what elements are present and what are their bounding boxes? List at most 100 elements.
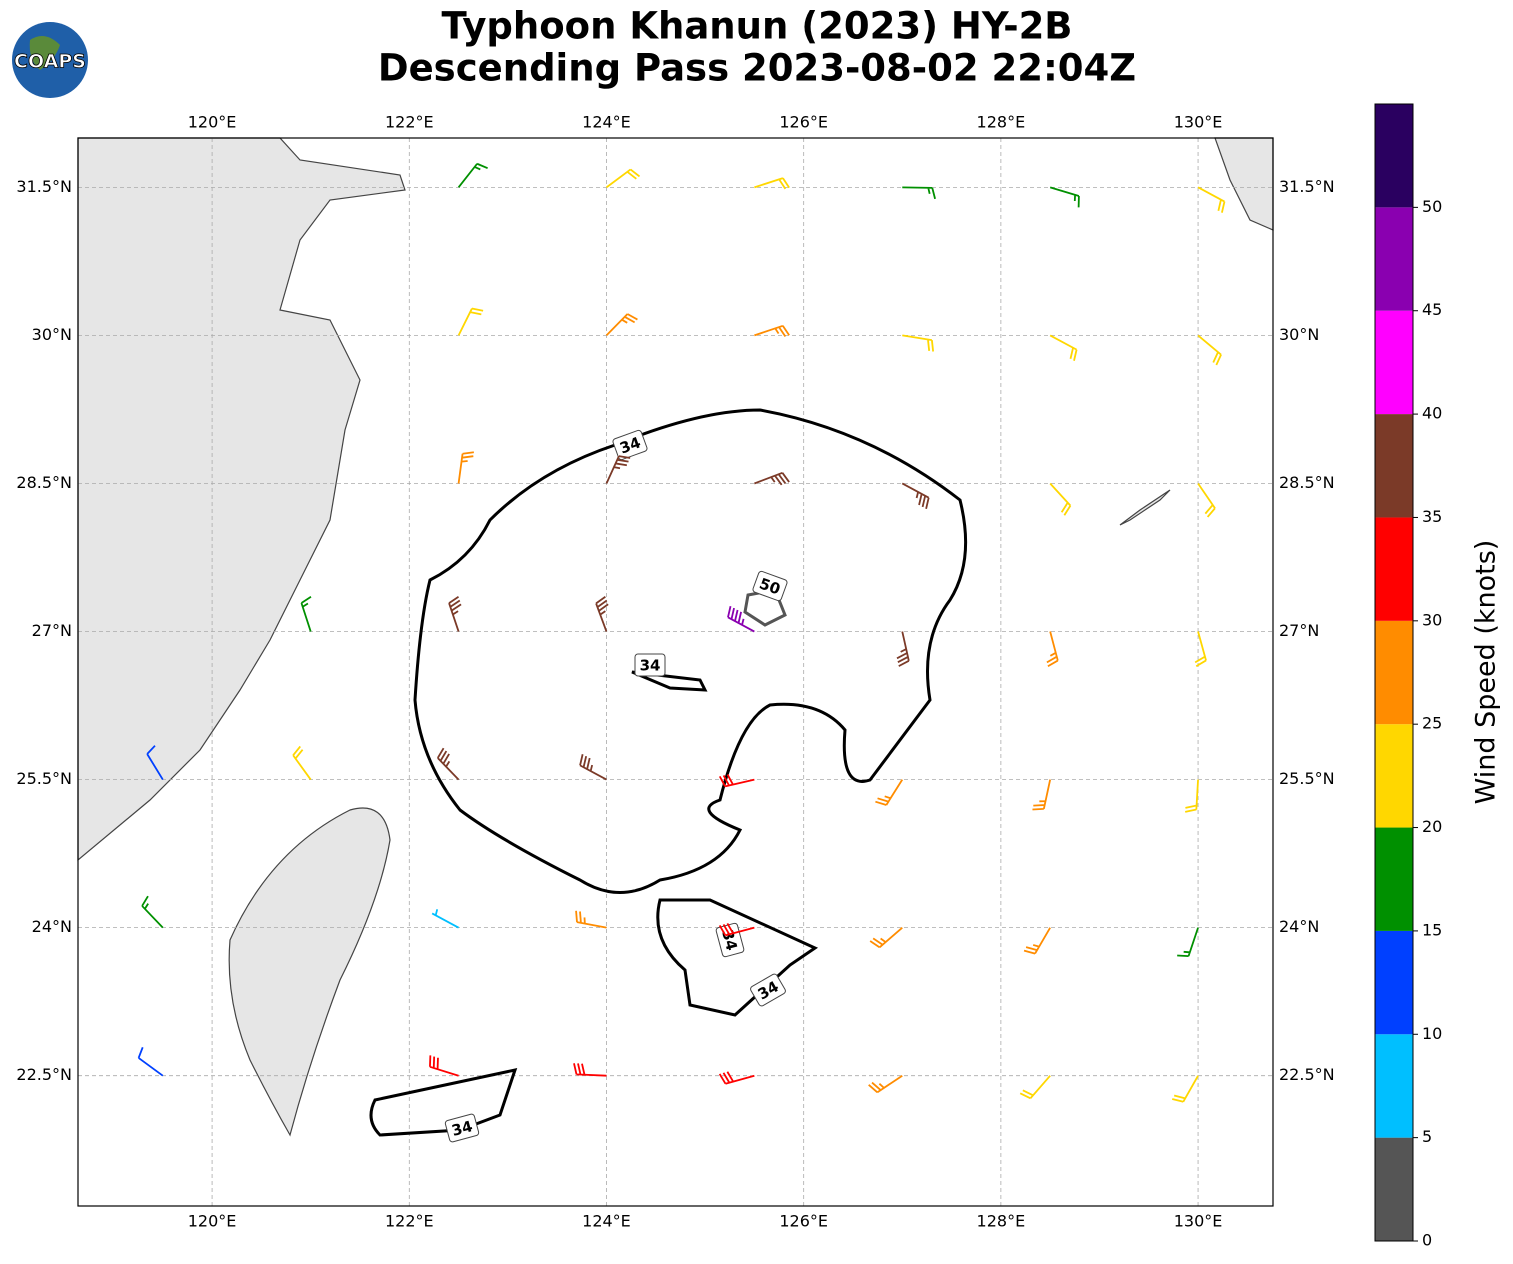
x-tick-label: 124°E	[582, 113, 631, 132]
y-tick-label: 22.5°N	[1279, 1065, 1335, 1084]
wind-barb	[1197, 482, 1216, 518]
wind-barb	[429, 1055, 459, 1077]
contour-label-text: 34	[640, 657, 661, 675]
y-tick-label: 27°N	[32, 621, 72, 640]
y-tick-label: 28.5°N	[16, 473, 72, 492]
wind-barb	[457, 162, 488, 188]
wind-barb	[579, 754, 607, 781]
x-tick-label: 130°E	[1174, 1212, 1223, 1231]
y-tick-label: 28.5°N	[1279, 473, 1335, 492]
wind-barb	[754, 471, 790, 486]
wind-barb	[300, 595, 312, 632]
logo-text: COAPS	[14, 51, 86, 73]
wind-barb	[1177, 927, 1199, 958]
contour-label-text: 34	[450, 1117, 475, 1140]
colorbar-segment	[1375, 517, 1413, 621]
colorbar-segment	[1375, 930, 1413, 1035]
contour-label-box	[750, 973, 786, 1007]
wind-barb	[1197, 186, 1226, 213]
colorbar-frame	[1374, 103, 1414, 1242]
x-tick-label: 122°E	[385, 113, 434, 132]
wind-barb	[869, 926, 903, 949]
contour-label-box	[444, 1113, 480, 1143]
wind-barb	[573, 1063, 607, 1077]
contour-label-box	[752, 570, 788, 602]
y-tick-label: 24°N	[32, 917, 72, 936]
wind-barb	[1032, 779, 1052, 811]
colorbar-segment	[1375, 620, 1413, 725]
x-tick-label: 120°E	[188, 113, 237, 132]
wind-barb	[1197, 334, 1222, 366]
wind-barb	[754, 324, 790, 338]
wind-barb	[595, 596, 609, 632]
colorbar-tick-label: 5	[1422, 1127, 1432, 1146]
contour-label-box	[634, 653, 666, 677]
colorbar-tick-label: 0	[1422, 1231, 1432, 1250]
y-tick-label: 30°N	[1279, 325, 1319, 344]
contour-34	[413, 408, 968, 894]
chart-subtitle: Descending Pass 2023-08-02 22:04Z	[378, 47, 1136, 90]
colorbar-segment	[1375, 104, 1413, 208]
logo: COAPS	[12, 22, 88, 98]
colorbar-label: Wind Speed (knots)	[1471, 540, 1502, 805]
y-tick-label: 27°N	[1279, 621, 1319, 640]
wind-barb	[605, 455, 631, 484]
x-tick-label: 128°E	[977, 113, 1026, 132]
wind-barb	[605, 168, 641, 189]
contour-label: 50	[752, 570, 788, 602]
wind-barb	[1171, 1075, 1199, 1103]
y-tick-label: 31.5°N	[1279, 177, 1335, 196]
colorbar-tick-label: 25	[1422, 714, 1442, 733]
wind-barb	[1049, 482, 1072, 516]
okinawa	[1119, 489, 1171, 526]
wind-barb	[727, 605, 755, 633]
colorbar-segment	[1375, 207, 1413, 311]
wind-barb	[718, 1071, 755, 1085]
wind-barb	[448, 595, 462, 632]
taiwan	[228, 807, 391, 1137]
contour-label-box	[612, 429, 648, 461]
colorbar-tick-label: 15	[1422, 920, 1442, 939]
wind-barb	[875, 779, 904, 806]
wind-barb	[137, 1046, 164, 1077]
wind-barb	[436, 747, 460, 781]
y-tick-label: 25.5°N	[16, 769, 72, 788]
wind-barb	[718, 774, 755, 788]
x-tick-label: 124°E	[582, 1212, 631, 1231]
colorbar-tick-label: 10	[1422, 1024, 1442, 1043]
wind-barb	[901, 482, 930, 510]
colorbar-tick-label: 35	[1422, 507, 1442, 526]
x-tick-label: 126°E	[779, 1212, 828, 1231]
wind-barb	[718, 922, 755, 937]
wind-barb	[896, 631, 910, 667]
y-tick-label: 22.5°N	[16, 1065, 72, 1084]
contour-34	[631, 670, 708, 692]
wind-barb	[457, 307, 484, 336]
wind-barb	[1023, 927, 1051, 955]
wind-barb	[902, 186, 936, 200]
y-tick-label: 25.5°N	[1279, 769, 1335, 788]
graticule	[78, 138, 1273, 1206]
wind-barb	[1019, 1075, 1051, 1100]
wind-barb	[575, 910, 607, 929]
wind-barb	[141, 895, 164, 929]
logo-land	[29, 36, 60, 70]
x-tick-label: 130°E	[1174, 113, 1223, 132]
land	[77, 137, 1274, 1137]
wind-barb	[605, 313, 638, 337]
contour-label: 34	[634, 653, 666, 677]
colorbar-tick-label: 20	[1422, 817, 1442, 836]
colorbar-segment	[1375, 827, 1413, 931]
china-coast	[77, 137, 406, 862]
colorbar-tick-label: 50	[1422, 197, 1442, 216]
wind-barb	[457, 451, 474, 484]
colorbar-segment	[1375, 414, 1413, 518]
wind-barb	[902, 334, 935, 352]
wind-barb	[754, 177, 790, 190]
wind-barb	[1185, 779, 1199, 813]
x-tick-label: 128°E	[977, 1212, 1026, 1231]
wind-barb	[146, 745, 164, 781]
contour-34	[656, 898, 819, 1017]
contour-label: 34	[444, 1113, 480, 1143]
